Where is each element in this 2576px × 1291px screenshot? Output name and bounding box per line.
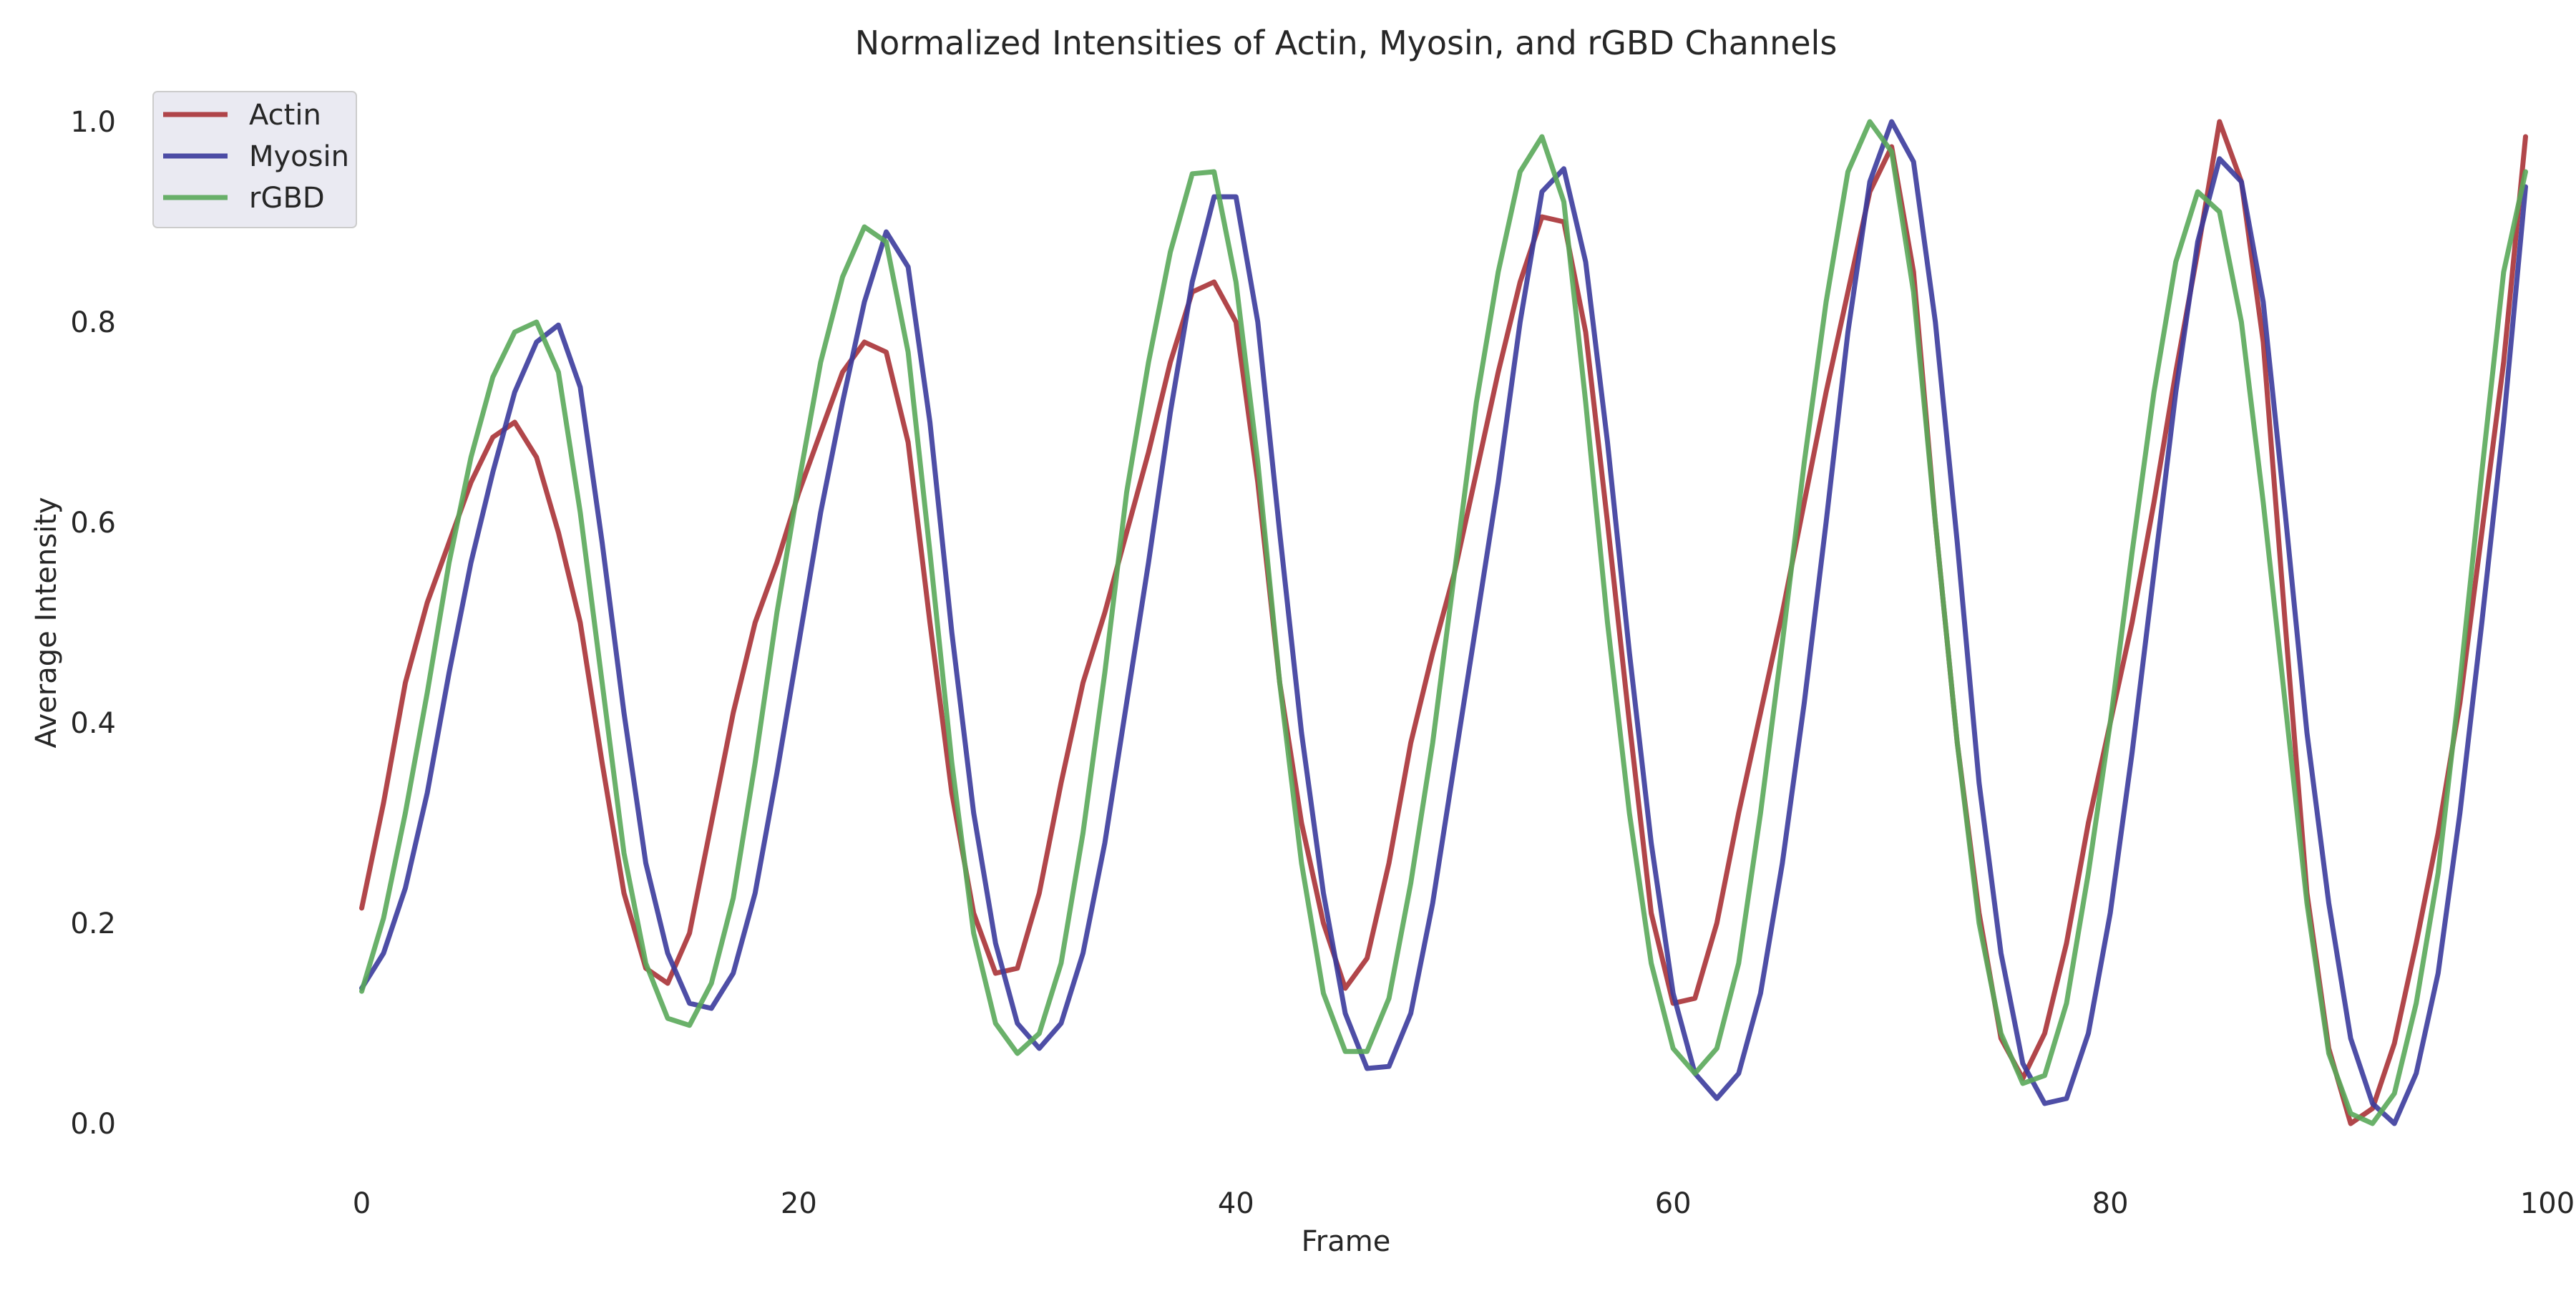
series-line-rgbd <box>359 119 2528 1126</box>
y-tick-label: 1.0 <box>70 106 116 139</box>
legend-box <box>152 91 357 228</box>
series-lines <box>359 119 2528 1126</box>
x-tick-label: 80 <box>2092 1187 2129 1220</box>
y-axis-ticks: 0.0 0.2 0.4 0.6 0.8 1.0 <box>70 106 116 1141</box>
x-tick-label: 100 <box>2520 1187 2575 1220</box>
y-axis-label: Average Intensity <box>30 497 63 748</box>
y-tick-label: 0.8 <box>70 306 116 339</box>
legend-label-rgbd: rGBD <box>249 182 325 215</box>
legend-label-actin: Actin <box>249 99 321 132</box>
x-tick-label: 40 <box>1218 1187 1254 1220</box>
y-tick-label: 0.2 <box>70 907 116 940</box>
series-line-myosin <box>359 119 2528 1126</box>
y-tick-label: 0.6 <box>70 507 116 540</box>
legend: Actin Myosin rGBD <box>152 91 357 228</box>
x-tick-label: 0 <box>353 1187 371 1220</box>
x-axis-ticks: 0 20 40 60 80 100 <box>353 1187 2575 1220</box>
chart-title: Normalized Intensities of Actin, Myosin,… <box>855 24 1838 62</box>
y-tick-label: 0.4 <box>70 707 116 740</box>
series-line-actin <box>359 119 2528 1126</box>
x-tick-label: 60 <box>1655 1187 1692 1220</box>
y-tick-label: 0.0 <box>70 1108 116 1141</box>
x-tick-label: 20 <box>781 1187 817 1220</box>
legend-label-myosin: Myosin <box>249 140 349 173</box>
x-axis-label: Frame <box>1302 1225 1391 1258</box>
